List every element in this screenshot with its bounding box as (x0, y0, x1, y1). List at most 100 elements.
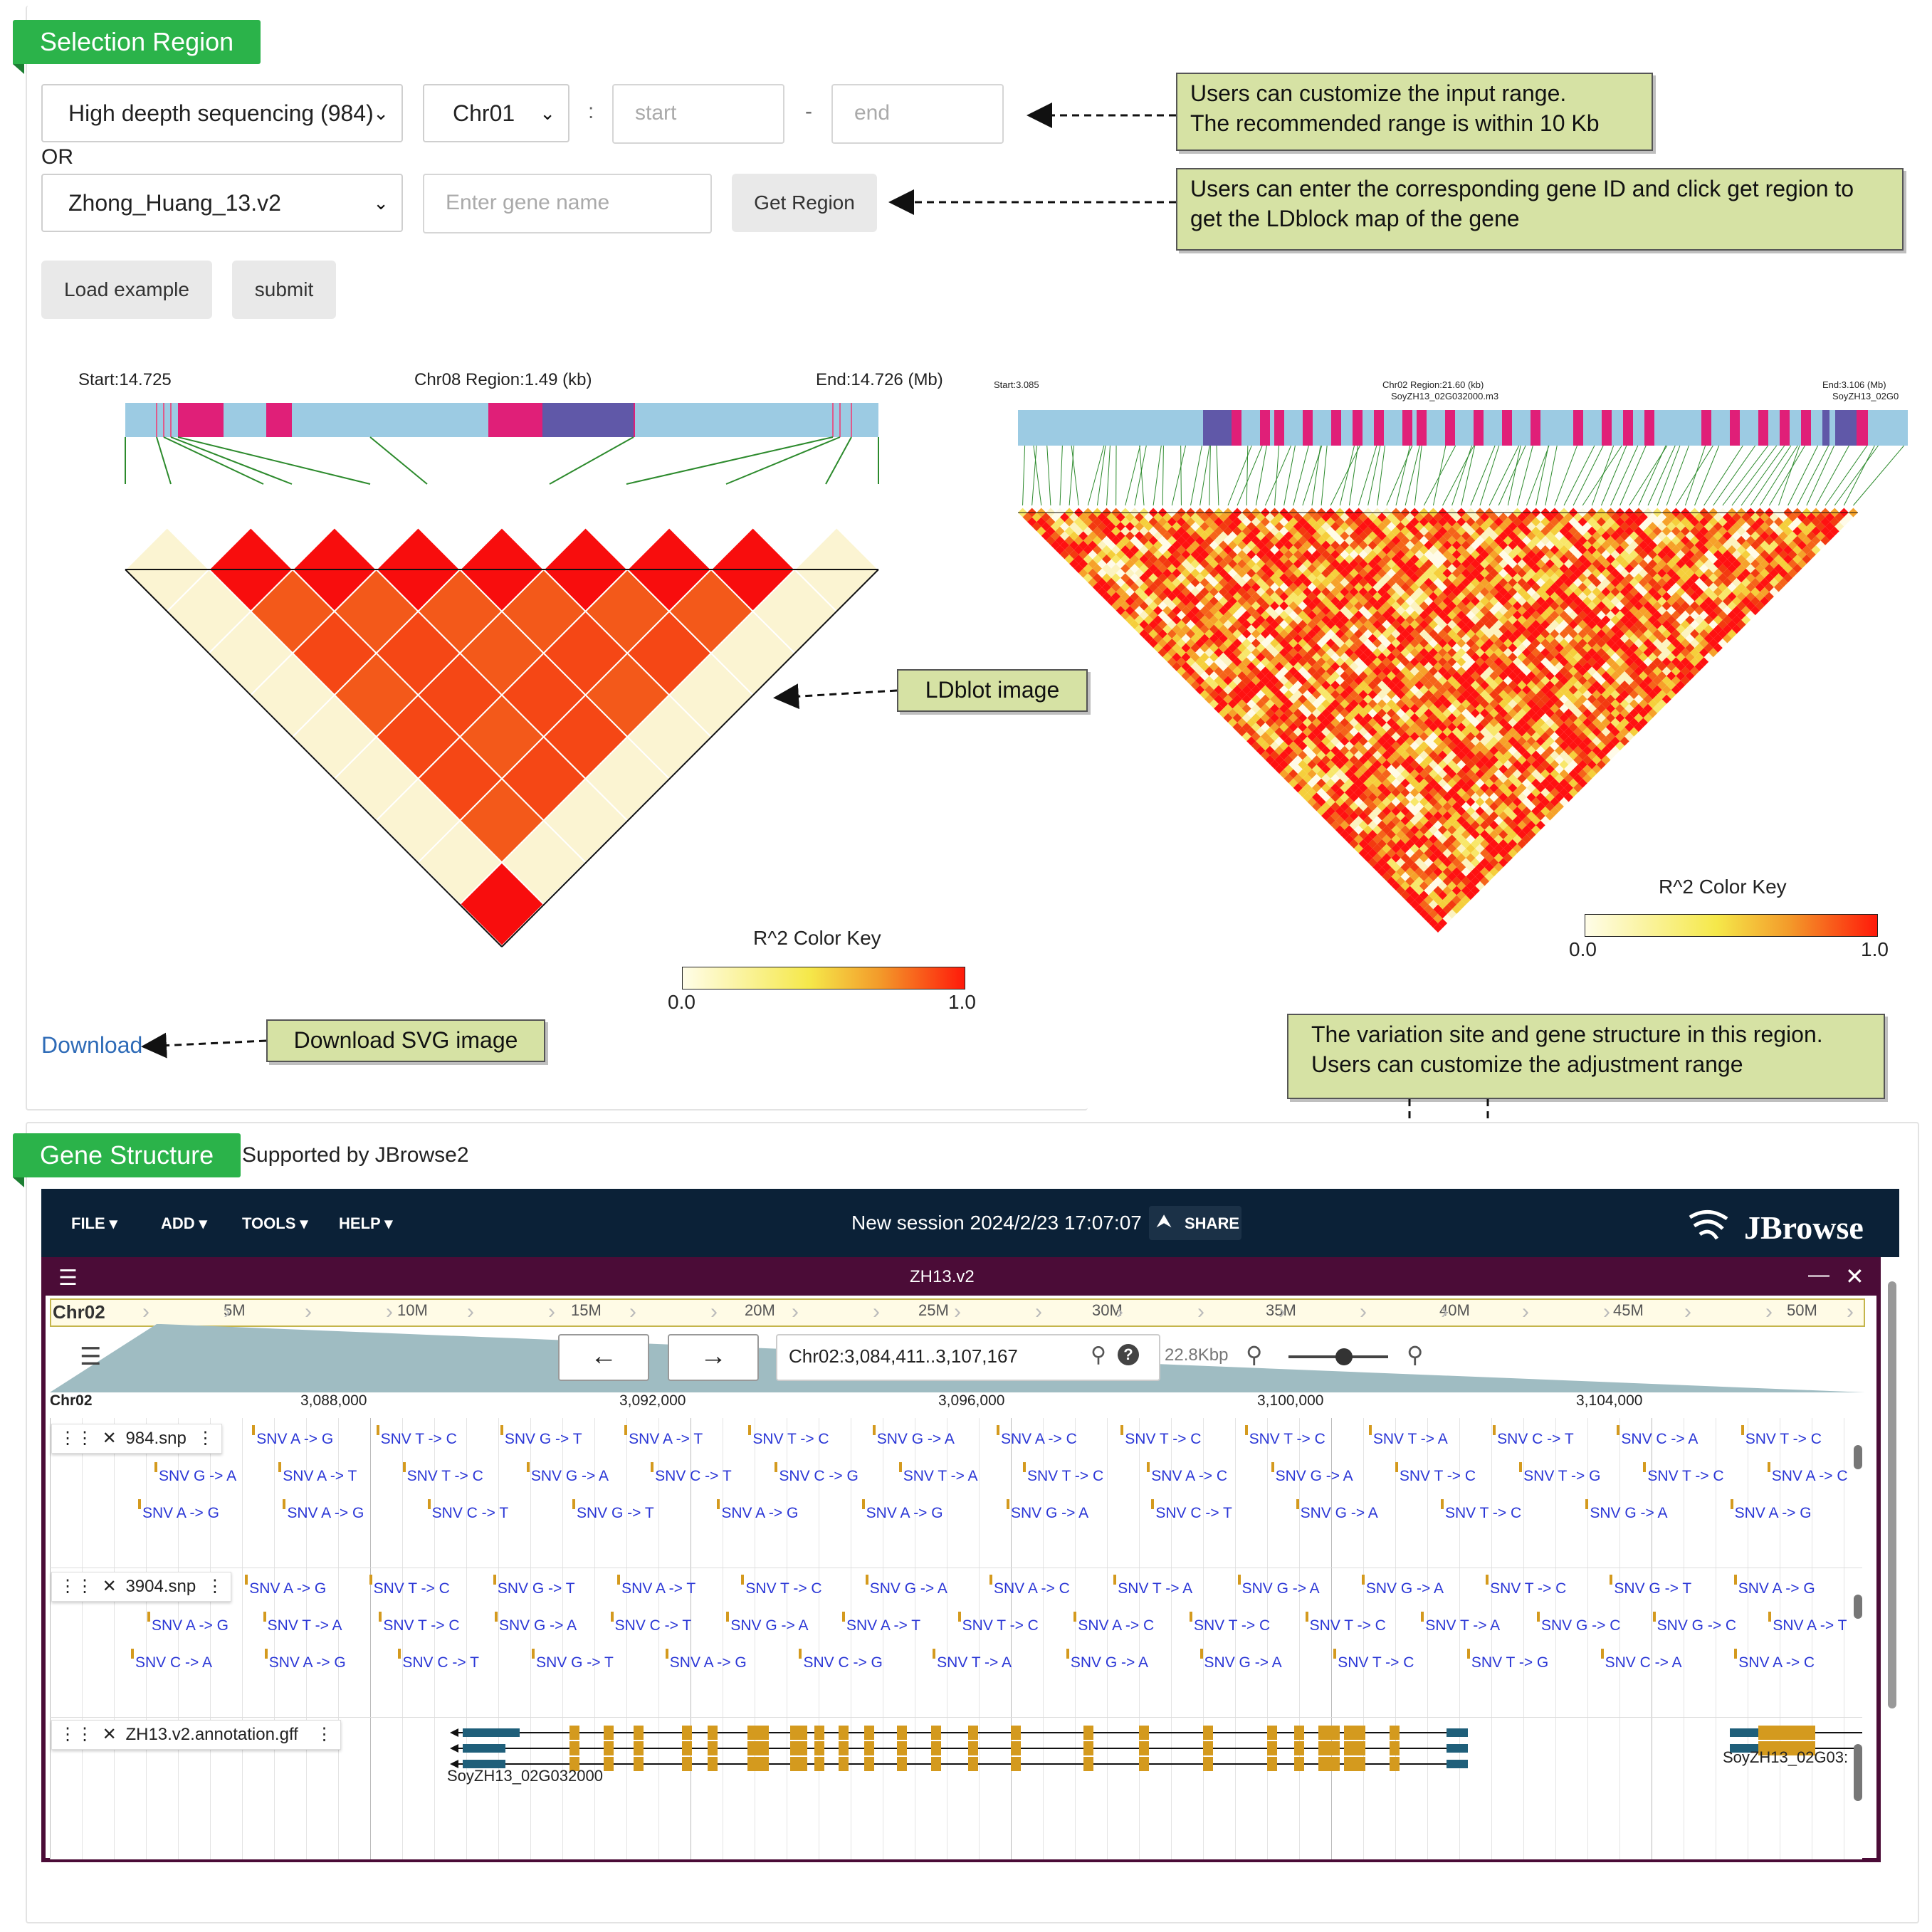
snv-marker[interactable] (131, 1649, 134, 1659)
get-region-button[interactable]: Get Region (732, 174, 877, 232)
snv-marker[interactable] (493, 1575, 496, 1585)
snv-marker[interactable] (495, 1612, 498, 1622)
zoom-slider-thumb[interactable] (1335, 1348, 1353, 1365)
snv-marker[interactable] (1151, 1499, 1155, 1509)
start-input[interactable]: start (612, 84, 784, 144)
snv-marker[interactable] (933, 1649, 936, 1659)
snv-marker[interactable] (799, 1649, 802, 1659)
snv-marker[interactable] (842, 1612, 845, 1622)
pan-right-button[interactable]: → (668, 1334, 759, 1381)
close-view-icon[interactable]: ✕ (1845, 1264, 1864, 1289)
snv-marker[interactable] (278, 1462, 282, 1472)
snv-marker[interactable] (865, 1575, 868, 1585)
snv-marker[interactable] (1493, 1425, 1496, 1435)
snv-marker[interactable] (898, 1462, 902, 1472)
snv-marker[interactable] (526, 1462, 530, 1472)
snv-marker[interactable] (1073, 1612, 1077, 1622)
close-track-icon[interactable]: ✕ (102, 1429, 117, 1448)
track-menu-icon[interactable]: ⋮ (196, 1429, 214, 1448)
snv-marker[interactable] (500, 1425, 503, 1435)
snv-marker[interactable] (957, 1612, 961, 1622)
drag-handle-icon[interactable]: ⋮⋮ (59, 1577, 93, 1596)
snv-marker[interactable] (872, 1425, 876, 1435)
snv-marker[interactable] (617, 1575, 621, 1585)
snv-marker[interactable] (1333, 1649, 1337, 1659)
snv-marker[interactable] (427, 1499, 431, 1509)
view-scrollbar[interactable] (1888, 1281, 1896, 1708)
search-icon[interactable]: ⚲ (1091, 1343, 1106, 1367)
snv-marker[interactable] (651, 1462, 654, 1472)
snv-marker[interactable] (1652, 1612, 1656, 1622)
snv-marker[interactable] (369, 1575, 372, 1585)
snv-marker[interactable] (1585, 1499, 1589, 1509)
locus-input[interactable]: Chr02:3,084,411..3,107,167 ⚲ ? (776, 1334, 1160, 1381)
snv-marker[interactable] (1537, 1612, 1540, 1622)
minimize-icon[interactable]: — (1808, 1263, 1829, 1286)
snv-marker[interactable] (572, 1499, 575, 1509)
snv-marker[interactable] (1190, 1612, 1192, 1622)
snv-marker[interactable] (1600, 1649, 1604, 1659)
load-example-button[interactable]: Load example (41, 261, 212, 319)
snv-marker[interactable] (1441, 1499, 1444, 1509)
track-menu-icon[interactable]: ⋮ (206, 1577, 224, 1596)
snv-marker[interactable] (1610, 1575, 1613, 1585)
snv-marker[interactable] (1023, 1462, 1026, 1472)
track-scrollbar-984[interactable] (1854, 1445, 1862, 1469)
snv-marker[interactable] (1768, 1612, 1772, 1622)
snv-marker[interactable] (717, 1499, 720, 1509)
snv-marker[interactable] (263, 1612, 266, 1622)
end-input[interactable]: end (831, 84, 1004, 144)
menu-add[interactable]: ADD ▾ (161, 1214, 207, 1232)
snv-marker[interactable] (726, 1612, 730, 1622)
snv-marker[interactable] (1617, 1425, 1620, 1435)
zoom-out-icon[interactable]: ⚲ (1246, 1342, 1263, 1367)
snv-marker[interactable] (1199, 1649, 1203, 1659)
snv-marker[interactable] (1643, 1462, 1647, 1472)
snv-marker[interactable] (1305, 1612, 1308, 1622)
snv-marker[interactable] (1733, 1575, 1737, 1585)
snv-marker[interactable] (283, 1499, 286, 1509)
snv-marker[interactable] (1066, 1649, 1069, 1659)
snv-marker[interactable] (245, 1575, 248, 1585)
snv-marker[interactable] (861, 1499, 865, 1509)
snv-marker[interactable] (989, 1575, 992, 1585)
snv-marker[interactable] (997, 1425, 999, 1435)
snv-marker[interactable] (1007, 1499, 1009, 1509)
snv-marker[interactable] (379, 1612, 382, 1622)
track-selector-icon[interactable]: ☰ (80, 1343, 102, 1370)
snv-marker[interactable] (1271, 1462, 1274, 1472)
snv-marker[interactable] (1767, 1462, 1770, 1472)
track-scrollbar-gff[interactable] (1854, 1744, 1862, 1801)
track-label-3904[interactable]: ⋮⋮ ✕ 3904.snp ⋮ (51, 1572, 231, 1602)
track-label-984[interactable]: ⋮⋮ ✕ 984.snp ⋮ (51, 1424, 222, 1454)
snv-marker[interactable] (1120, 1425, 1124, 1435)
menu-file[interactable]: FILE ▾ (71, 1214, 117, 1232)
snv-marker[interactable] (665, 1649, 668, 1659)
view-menu-icon[interactable]: ☰ (58, 1266, 78, 1290)
snv-marker[interactable] (1486, 1575, 1489, 1585)
dataset-select[interactable]: High deepth sequencing (984) ⌄ (41, 84, 403, 142)
help-icon[interactable]: ? (1118, 1344, 1139, 1365)
snv-marker[interactable] (1296, 1499, 1299, 1509)
share-button[interactable]: ⮝ SHARE (1149, 1206, 1241, 1240)
snv-marker[interactable] (402, 1462, 406, 1472)
gene-name-input[interactable]: Enter gene name (423, 174, 712, 233)
menu-tools[interactable]: TOOLS ▾ (242, 1214, 308, 1232)
snv-marker[interactable] (1730, 1499, 1733, 1509)
pan-left-button[interactable]: ← (558, 1334, 649, 1381)
snv-marker[interactable] (398, 1649, 401, 1659)
zoom-in-icon[interactable]: ⚲ (1407, 1342, 1424, 1367)
track-scrollbar-3904[interactable] (1854, 1595, 1862, 1619)
snv-marker[interactable] (624, 1425, 628, 1435)
snv-marker[interactable] (376, 1425, 379, 1435)
snv-marker[interactable] (138, 1499, 141, 1509)
snv-marker[interactable] (1113, 1575, 1117, 1585)
snv-marker[interactable] (1519, 1462, 1523, 1472)
close-track-icon[interactable]: ✕ (102, 1725, 117, 1744)
track-label-gff[interactable]: ⋮⋮ ✕ ZH13.v2.annotation.gff ⋮ (51, 1720, 341, 1750)
drag-handle-icon[interactable]: ⋮⋮ (59, 1429, 93, 1448)
snv-marker[interactable] (1395, 1462, 1398, 1472)
close-track-icon[interactable]: ✕ (102, 1577, 117, 1596)
snv-marker[interactable] (1741, 1425, 1744, 1435)
snv-marker[interactable] (1244, 1425, 1248, 1435)
